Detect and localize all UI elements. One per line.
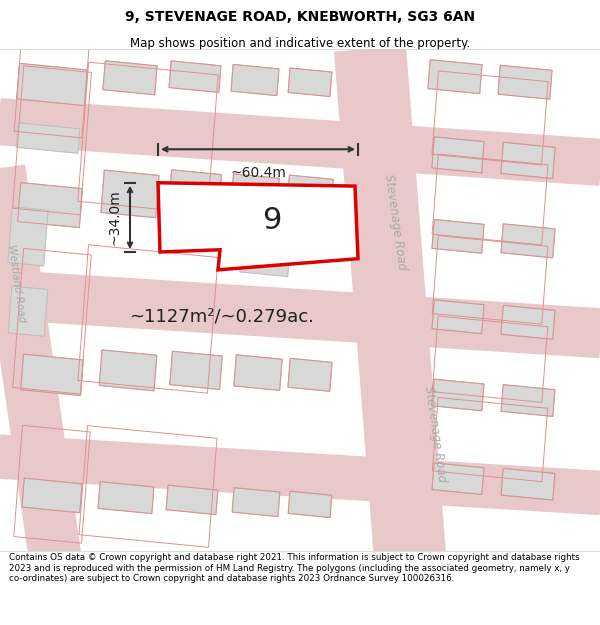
Polygon shape bbox=[98, 482, 154, 514]
Text: ~1127m²/~0.279ac.: ~1127m²/~0.279ac. bbox=[130, 308, 314, 326]
Text: Stevenage Road: Stevenage Road bbox=[382, 173, 408, 271]
Polygon shape bbox=[287, 175, 333, 213]
Polygon shape bbox=[169, 61, 221, 92]
Polygon shape bbox=[240, 241, 290, 277]
Text: ~34.0m: ~34.0m bbox=[108, 189, 122, 245]
Polygon shape bbox=[16, 123, 80, 153]
Polygon shape bbox=[501, 224, 555, 258]
Polygon shape bbox=[432, 300, 484, 334]
Text: ~60.4m: ~60.4m bbox=[230, 166, 286, 180]
Polygon shape bbox=[232, 488, 280, 517]
Text: 9: 9 bbox=[262, 206, 281, 235]
Polygon shape bbox=[501, 306, 555, 339]
Polygon shape bbox=[432, 379, 484, 411]
Polygon shape bbox=[501, 468, 555, 500]
Polygon shape bbox=[169, 170, 221, 214]
Polygon shape bbox=[8, 207, 48, 266]
Text: 9, STEVENAGE ROAD, KNEBWORTH, SG3 6AN: 9, STEVENAGE ROAD, KNEBWORTH, SG3 6AN bbox=[125, 10, 475, 24]
Polygon shape bbox=[432, 219, 484, 253]
Text: Westland Road: Westland Road bbox=[5, 244, 26, 323]
Polygon shape bbox=[288, 358, 332, 391]
Polygon shape bbox=[230, 174, 280, 214]
Polygon shape bbox=[498, 65, 552, 99]
Polygon shape bbox=[103, 61, 157, 95]
Polygon shape bbox=[166, 485, 218, 514]
Polygon shape bbox=[8, 286, 48, 336]
Polygon shape bbox=[21, 354, 83, 396]
Polygon shape bbox=[501, 142, 555, 179]
Polygon shape bbox=[501, 384, 555, 416]
Polygon shape bbox=[22, 478, 82, 512]
Polygon shape bbox=[17, 182, 82, 228]
Polygon shape bbox=[234, 355, 282, 391]
Polygon shape bbox=[231, 64, 279, 96]
Polygon shape bbox=[99, 350, 157, 391]
Text: Contains OS data © Crown copyright and database right 2021. This information is : Contains OS data © Crown copyright and d… bbox=[9, 554, 580, 583]
Polygon shape bbox=[288, 68, 332, 96]
Polygon shape bbox=[432, 137, 484, 173]
Polygon shape bbox=[428, 59, 482, 94]
Polygon shape bbox=[432, 463, 484, 494]
Polygon shape bbox=[288, 491, 332, 518]
Polygon shape bbox=[170, 351, 222, 389]
Polygon shape bbox=[101, 170, 159, 217]
Polygon shape bbox=[158, 182, 358, 270]
Text: Stevenage Road: Stevenage Road bbox=[422, 385, 448, 483]
Text: Map shows position and indicative extent of the property.: Map shows position and indicative extent… bbox=[130, 36, 470, 49]
Polygon shape bbox=[17, 63, 87, 106]
